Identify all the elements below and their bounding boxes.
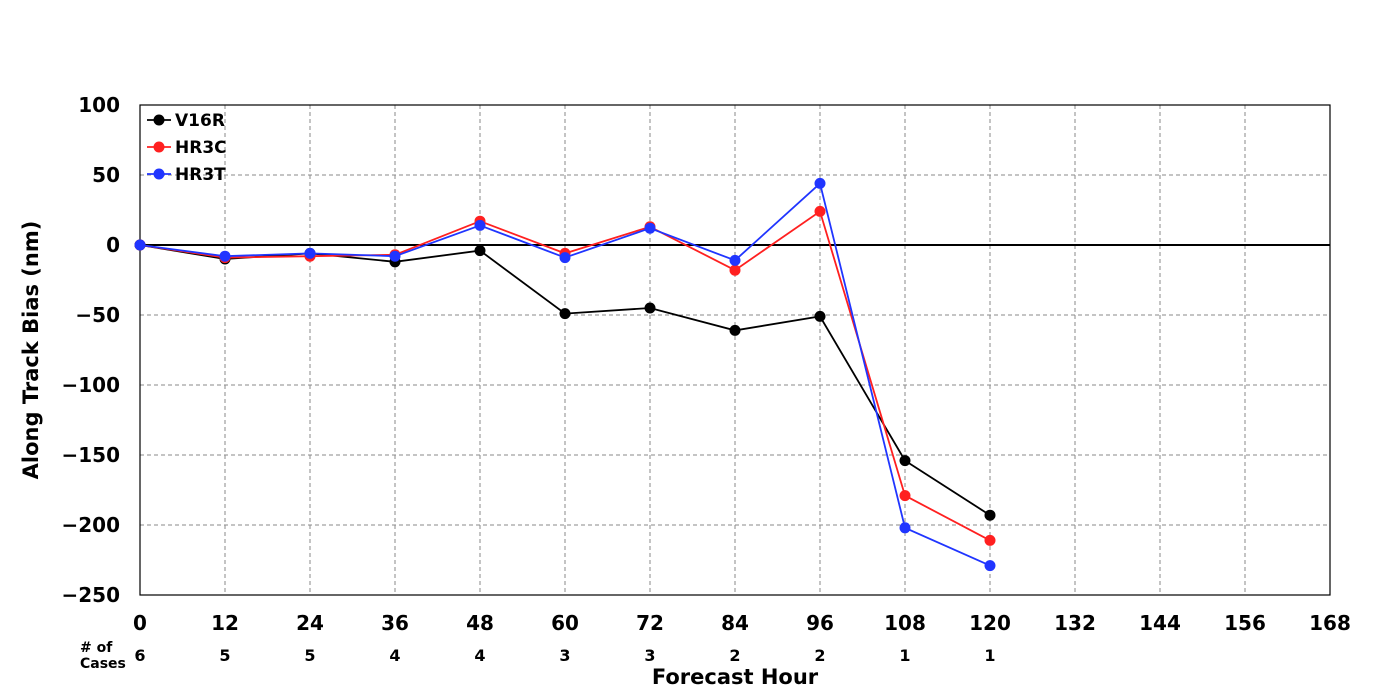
x-tick-label: 144 xyxy=(1139,611,1181,635)
data-point xyxy=(304,247,316,259)
x-tick-label: 0 xyxy=(133,611,147,635)
data-point xyxy=(474,245,486,257)
y-tick-label: −250 xyxy=(61,583,120,607)
legend-label: HR3T xyxy=(175,165,226,185)
cases-count: 2 xyxy=(814,646,825,665)
cases-label-line1: # of xyxy=(80,640,113,656)
legend-item-hr3t: HR3T xyxy=(147,165,226,185)
data-point xyxy=(729,324,741,336)
x-tick-label: 84 xyxy=(721,611,749,635)
y-tick-label: 50 xyxy=(92,163,120,187)
x-tick-labels: 0 12 24 36 48 60 72 84 96 108 120 132 144 156 168 xyxy=(133,611,1351,635)
x-tick-label: 132 xyxy=(1054,611,1096,635)
x-tick-label: 60 xyxy=(551,611,579,635)
cases-count: 4 xyxy=(389,646,400,665)
series-group xyxy=(134,177,996,572)
x-tick-label: 12 xyxy=(211,611,239,635)
cases-count: 5 xyxy=(219,646,230,665)
cases-count: 4 xyxy=(474,646,485,665)
data-point xyxy=(984,509,996,521)
data-point xyxy=(899,455,911,467)
legend: V16R HR3C HR3T xyxy=(147,111,227,185)
data-point xyxy=(729,254,741,266)
cases-label-line2: Cases xyxy=(80,656,126,672)
y-tick-label: 100 xyxy=(78,93,120,117)
data-point xyxy=(219,250,231,262)
y-tick-label: −200 xyxy=(61,513,120,537)
x-tick-label: 108 xyxy=(884,611,926,635)
cases-count: 5 xyxy=(304,646,315,665)
data-point xyxy=(814,310,826,322)
x-tick-label: 156 xyxy=(1224,611,1266,635)
data-point xyxy=(984,534,996,546)
x-axis-title: Forecast Hour xyxy=(652,665,819,689)
data-point xyxy=(559,252,571,264)
data-point xyxy=(389,250,401,262)
y-tick-label: 0 xyxy=(106,233,120,257)
x-tick-label: 96 xyxy=(806,611,834,635)
y-tick-label: −150 xyxy=(61,443,120,467)
x-tick-label: 36 xyxy=(381,611,409,635)
data-point xyxy=(899,522,911,534)
data-point xyxy=(644,302,656,314)
cases-count: 3 xyxy=(559,646,570,665)
cases-count: 6 xyxy=(134,646,145,665)
y-tick-label: −50 xyxy=(75,303,120,327)
y-tick-label: −100 xyxy=(61,373,120,397)
data-point xyxy=(474,219,486,231)
data-point xyxy=(984,560,996,572)
grid xyxy=(140,105,1330,595)
legend-label: HR3C xyxy=(175,138,227,158)
data-point xyxy=(559,308,571,320)
y-axis-title: Along Track Bias (nm) xyxy=(19,221,43,480)
legend-marker xyxy=(153,114,165,126)
data-point xyxy=(644,222,656,234)
cases-count: 1 xyxy=(984,646,995,665)
legend-marker xyxy=(153,141,165,153)
legend-label: V16R xyxy=(175,111,225,131)
legend-item-hr3c: HR3C xyxy=(147,138,227,158)
y-tick-labels: 100 50 0 −50 −100 −150 −200 −250 xyxy=(61,93,120,607)
cases-count: 1 xyxy=(899,646,910,665)
data-point xyxy=(814,205,826,217)
x-tick-label: 24 xyxy=(296,611,324,635)
x-tick-label: 72 xyxy=(636,611,664,635)
data-point xyxy=(134,239,146,251)
data-point xyxy=(814,177,826,189)
x-tick-label: 168 xyxy=(1309,611,1351,635)
x-tick-label: 48 xyxy=(466,611,494,635)
data-point xyxy=(899,490,911,502)
data-point xyxy=(729,264,741,276)
series-hr3t xyxy=(134,177,996,572)
cases-count: 2 xyxy=(729,646,740,665)
legend-item-v16r: V16R xyxy=(147,111,225,131)
x-tick-label: 120 xyxy=(969,611,1011,635)
plot-frame xyxy=(139,104,1331,596)
cases-row: 6 5 5 4 4 3 3 2 2 1 1 xyxy=(134,646,995,665)
legend-marker xyxy=(153,168,165,180)
cases-count: 3 xyxy=(644,646,655,665)
